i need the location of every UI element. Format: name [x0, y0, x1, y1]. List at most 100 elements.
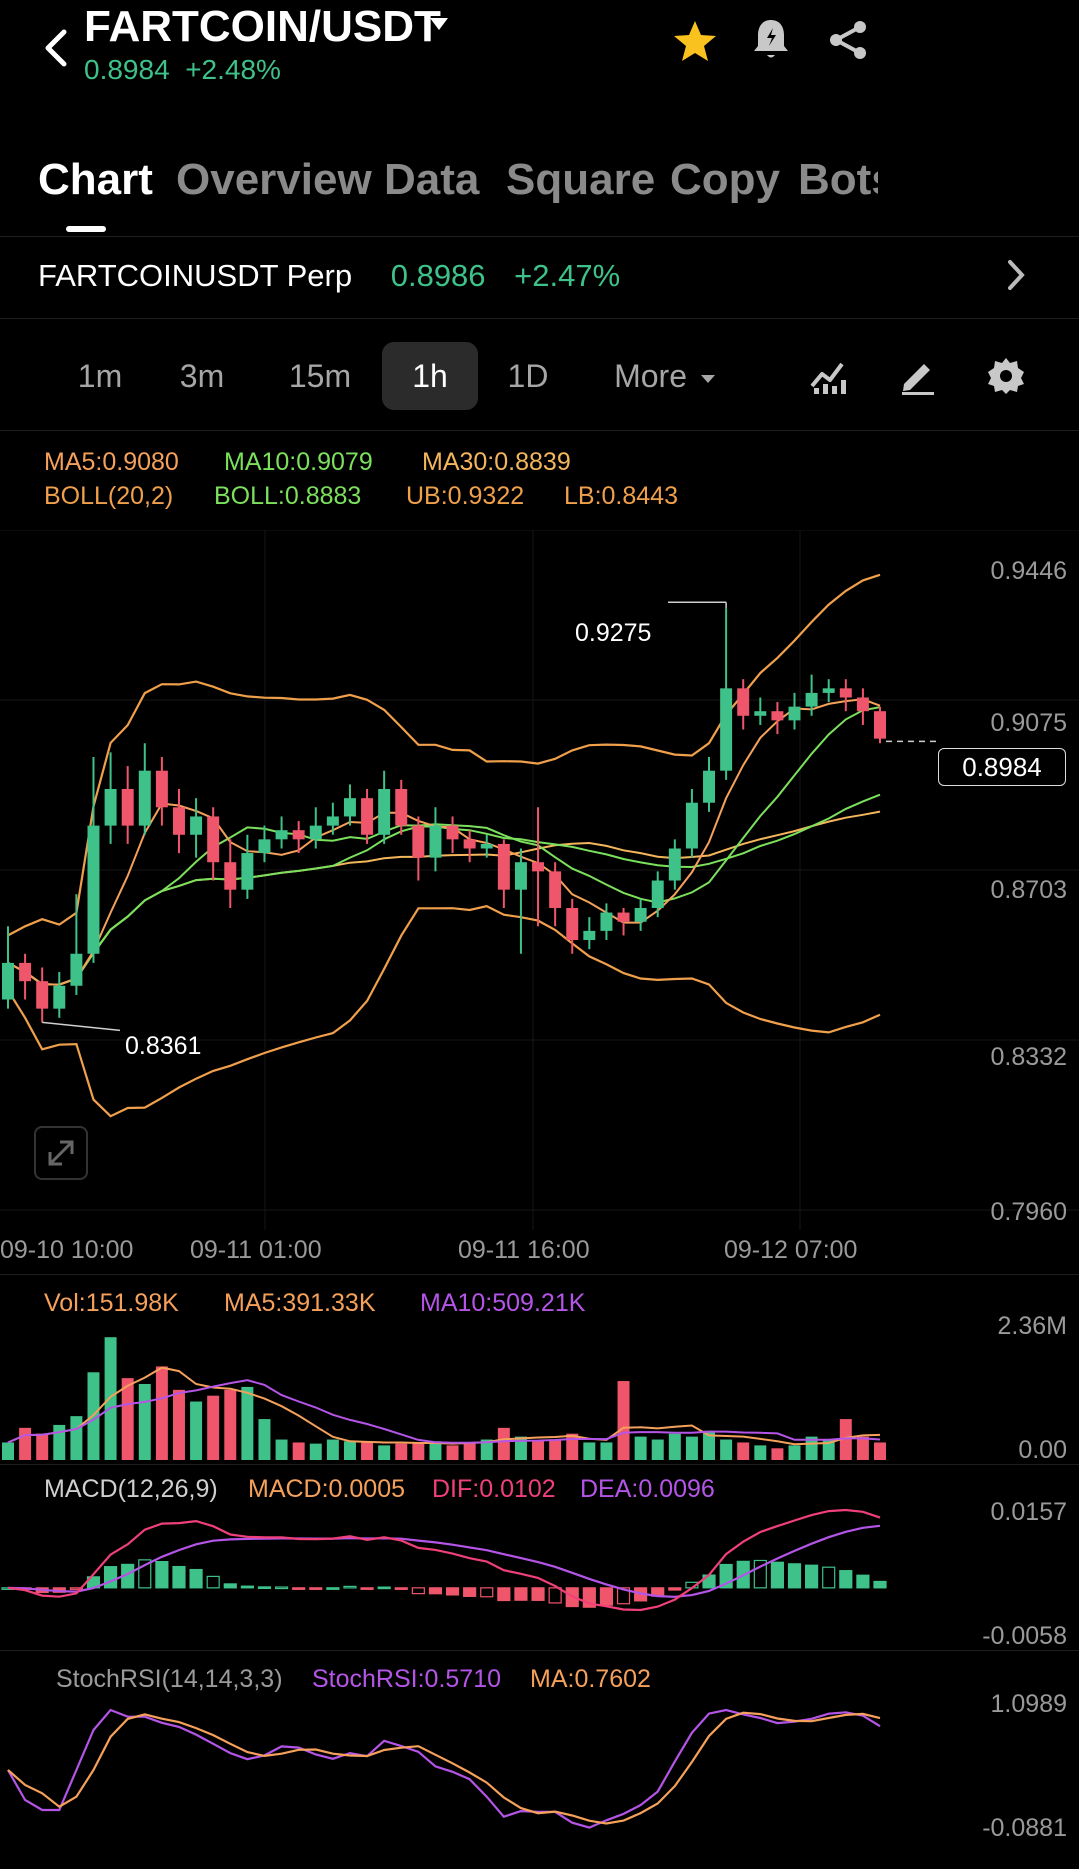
macd-histogram-bar	[309, 1587, 323, 1590]
volume-bar	[685, 1436, 698, 1460]
candle-body	[412, 825, 425, 858]
volume-bar	[2, 1442, 14, 1460]
volume-bar	[412, 1442, 425, 1460]
volume-bar	[36, 1433, 49, 1460]
boll-lower-line	[7, 905, 881, 1118]
volume-bar	[172, 1389, 185, 1460]
candlestick-chart[interactable]	[0, 530, 1079, 1230]
volume-bar	[703, 1430, 716, 1460]
candle-body	[190, 816, 203, 835]
macd-y-tick-0: 0.0157	[990, 1498, 1067, 1526]
legend-boll: BOLL(20,2)	[44, 482, 174, 510]
x-tick-2: 09-11 16:00	[458, 1236, 590, 1264]
timeframe-more[interactable]: More	[600, 342, 730, 410]
candle-body	[326, 816, 339, 826]
ma5-line	[7, 698, 881, 986]
ma30-line	[7, 810, 881, 986]
candle-body	[429, 825, 442, 858]
timeframe-more-label: More	[614, 358, 687, 394]
macd-chart	[1, 1508, 887, 1612]
candle-body	[480, 843, 493, 849]
candle-body	[720, 688, 733, 771]
macd-histogram-bar	[668, 1587, 682, 1591]
legend-vol: Vol:151.98K	[44, 1289, 179, 1317]
volume-chart	[2, 1337, 886, 1460]
volume-bar	[651, 1439, 664, 1460]
tab-copy[interactable]: Copy	[670, 155, 780, 204]
timeframe-1m[interactable]: 1m	[77, 358, 123, 394]
tab-square[interactable]: Square	[506, 155, 656, 204]
volume-bar	[668, 1433, 681, 1460]
macd-histogram-bar	[223, 1583, 237, 1589]
candle-body	[378, 789, 391, 835]
x-tick-3: 09-12 07:00	[724, 1236, 858, 1264]
timeframe-15m[interactable]: 15m	[288, 358, 352, 394]
timeframe-1d[interactable]: 1D	[507, 358, 549, 394]
star-icon[interactable]	[672, 18, 718, 64]
legend-ma5: MA5:0.9080	[44, 448, 179, 476]
candle-body	[839, 688, 852, 698]
tab-data[interactable]: Data	[384, 155, 480, 204]
volume-bar	[275, 1439, 288, 1460]
timeframe-1h[interactable]: 1h	[382, 342, 478, 410]
macd-histogram-bar	[292, 1587, 306, 1590]
pair-title[interactable]: FARTCOIN/USDT	[84, 2, 441, 51]
stochrsi-ma-line	[7, 1711, 881, 1825]
perp-row[interactable]: FARTCOINUSDT Perp 0.8986 +2.47%	[38, 254, 1028, 298]
share-icon[interactable]	[826, 18, 870, 62]
macd-histogram-bar	[599, 1587, 614, 1606]
candle-body	[207, 816, 220, 863]
timeframe-3m[interactable]: 3m	[179, 358, 225, 394]
header-last-price: 0.8984	[84, 54, 170, 85]
stoch-divider	[0, 1650, 1079, 1651]
legend-dif: DIF:0.0102	[432, 1475, 556, 1503]
candle-body	[224, 862, 237, 890]
tab-overview[interactable]: Overview	[176, 155, 372, 204]
high-price-label: 0.9275	[575, 619, 652, 647]
tab-chart[interactable]: Chart	[38, 155, 153, 204]
macd-histogram-bar	[274, 1586, 289, 1590]
ma10-line	[7, 706, 881, 986]
y-tick-1: 0.9075	[990, 709, 1067, 737]
volume-bar	[874, 1442, 886, 1460]
macd-histogram-bar	[189, 1568, 203, 1589]
macd-histogram-bar	[343, 1585, 357, 1589]
alert-bell-icon[interactable]	[750, 16, 792, 62]
low-marker-line	[42, 1021, 121, 1032]
candle-body	[617, 912, 630, 922]
candle-body	[361, 798, 374, 835]
macd-histogram-bar	[326, 1587, 340, 1590]
draw-icon[interactable]	[898, 356, 938, 396]
macd-histogram-bar	[104, 1566, 118, 1589]
chevron-right-icon[interactable]	[1004, 258, 1028, 292]
candle-body	[805, 692, 818, 707]
x-tick-1: 09-11 01:00	[190, 1236, 322, 1264]
candle-body	[497, 843, 510, 890]
dropdown-caret-icon[interactable]	[428, 16, 450, 32]
candle-body	[583, 930, 596, 941]
vol-y-tick-0: 2.36M	[997, 1312, 1067, 1340]
candle-body	[600, 912, 613, 931]
candle-body	[36, 981, 49, 1009]
legend-ma10: MA10:0.9079	[224, 448, 373, 476]
volume-bar	[771, 1448, 784, 1460]
back-icon[interactable]	[40, 26, 70, 70]
legend-lb: LB:0.8443	[564, 482, 678, 510]
macd-histogram-bar	[514, 1587, 528, 1601]
volume-bar	[856, 1436, 869, 1460]
candle-body	[241, 853, 254, 890]
candle-body	[549, 871, 562, 908]
candle-body	[172, 807, 185, 835]
volume-bar	[583, 1442, 596, 1460]
candle-body	[874, 711, 886, 739]
indicator-icon[interactable]	[808, 356, 848, 396]
expand-icon[interactable]	[34, 1126, 88, 1180]
perp-divider	[0, 318, 1079, 319]
volume-bar	[514, 1436, 527, 1460]
settings-icon[interactable]	[986, 356, 1026, 396]
perp-change: +2.47%	[514, 258, 621, 293]
candle-body	[138, 770, 151, 826]
macd-histogram-bar	[138, 1559, 152, 1589]
tab-bots[interactable]: Bots	[798, 155, 878, 204]
tab-active-indicator	[66, 226, 106, 232]
